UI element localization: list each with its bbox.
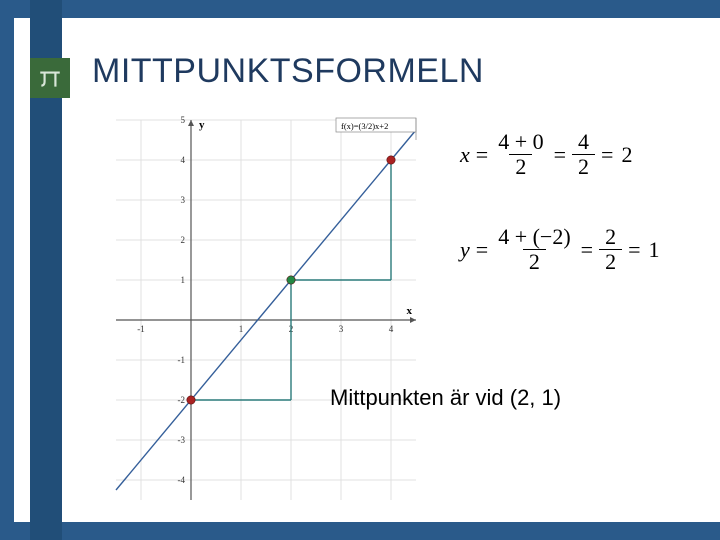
svg-text:1: 1 [181,275,186,285]
frame-left [0,0,14,540]
svg-text:-3: -3 [178,435,186,445]
svg-text:-4: -4 [178,475,186,485]
formula-x-num2: 4 [574,130,593,154]
formula-y-result: 1 [647,237,662,263]
page-title: MITTPUNKTSFORMELN [92,52,484,91]
svg-text:-2: -2 [178,395,186,405]
midpoint-statement: Mittpunkten är vid (2, 1) [330,385,561,411]
formula-x-den1: 2 [509,154,532,179]
formula-x-num1: 4 + 0 [494,130,547,154]
svg-text:x: x [407,305,413,317]
svg-text:1: 1 [239,324,244,334]
formula-y-lhs: y [460,237,470,263]
svg-text:4: 4 [181,155,186,165]
formula-x-result: 2 [619,142,634,168]
formula-y-den1: 2 [523,249,546,274]
svg-text:f(x)=(3/2)x+2: f(x)=(3/2)x+2 [341,121,388,131]
svg-text:4: 4 [389,324,394,334]
formula-x: x = 4 + 0 2 = 4 2 = 2 [460,130,710,179]
svg-text:y: y [199,119,205,131]
formula-x-den2: 2 [572,154,595,179]
formula-x-lhs: x [460,142,470,168]
svg-text:-1: -1 [178,355,186,365]
formula-y-num2: 2 [601,225,620,249]
svg-text:-1: -1 [137,324,145,334]
pi-icon [30,58,70,98]
frame-top [0,0,720,18]
formula-y: y = 4 + (−2) 2 = 2 2 = 1 [460,225,710,274]
svg-text:2: 2 [181,235,186,245]
svg-text:3: 3 [339,324,344,334]
svg-text:5: 5 [181,115,186,125]
svg-text:3: 3 [181,195,186,205]
frame-bottom [0,522,720,540]
coordinate-graph: -11234-4-3-2-112345yxf(x)=(3/2)x+2 [96,110,426,510]
formula-y-num1: 4 + (−2) [494,225,574,249]
formula-y-den2: 2 [599,249,622,274]
